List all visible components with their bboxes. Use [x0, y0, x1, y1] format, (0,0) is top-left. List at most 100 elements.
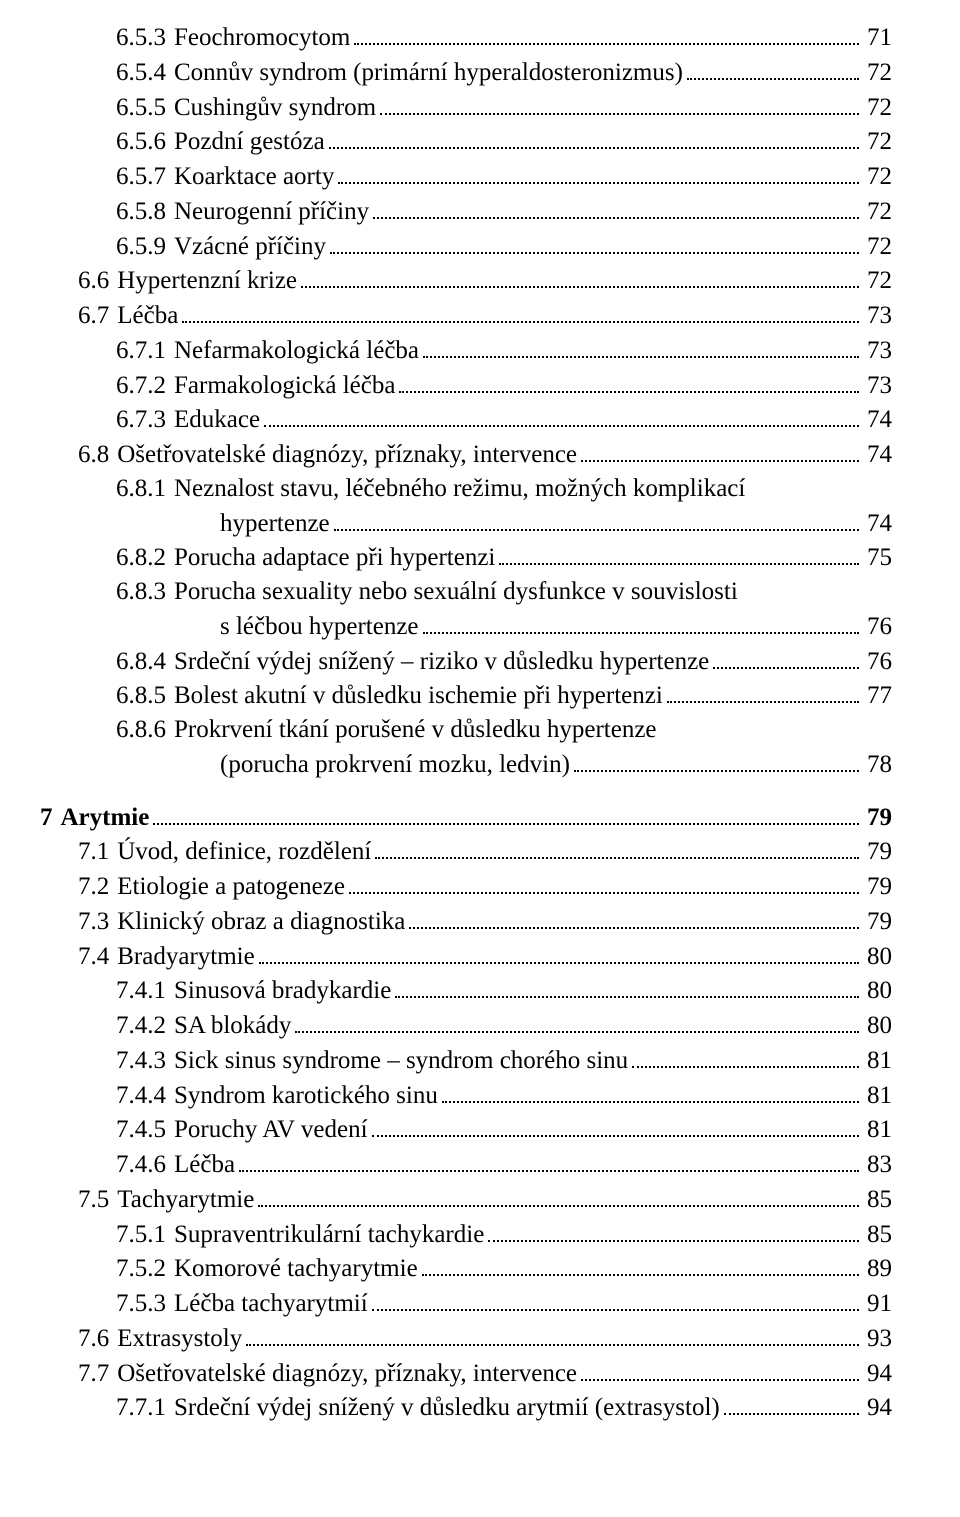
toc-entry: 6.7.3Edukace74	[116, 402, 892, 437]
toc-entry-page: 74	[863, 403, 892, 437]
toc-leader-dots	[399, 368, 859, 393]
toc-leader-dots	[395, 973, 859, 998]
toc-entry-number: 7.3	[78, 905, 117, 939]
toc-leader-dots	[246, 1321, 859, 1346]
toc-entry-page: 79	[863, 801, 892, 835]
toc-entry: 7.4.5Poruchy AV vedení81	[116, 1112, 892, 1147]
toc-entry-title: Feochromocytom	[174, 21, 350, 55]
toc-entry-number: 7	[40, 801, 61, 835]
toc-entry-title: Edukace	[174, 403, 260, 437]
toc-leader-dots	[182, 298, 859, 323]
toc-leader-dots	[354, 20, 859, 45]
toc-entry-number: 6.7.1	[116, 334, 174, 368]
toc-entry-number: 6.5.8	[116, 195, 174, 229]
toc-entry-number: 7.5.2	[116, 1252, 174, 1286]
toc-entry: 6.7Léčba 73	[78, 298, 892, 333]
toc-entry-title: Extrasystoly	[117, 1322, 242, 1356]
toc-entry: 6.8Ošetřovatelské diagnózy, příznaky, in…	[78, 437, 892, 472]
toc-entry-title: Neznalost stavu, léčebného režimu, možný…	[174, 472, 745, 506]
toc-entry-page: 77	[863, 679, 892, 713]
toc-leader-dots	[442, 1078, 859, 1103]
toc-leader-dots	[258, 1182, 859, 1207]
toc-entry-number: 6.6	[78, 264, 117, 298]
toc-entry-continuation: hypertenze 74	[220, 506, 892, 541]
toc-entry: 6.7.1Nefarmakologická léčba 73	[116, 333, 892, 368]
toc-entry-page: 73	[863, 334, 892, 368]
toc-leader-dots	[409, 904, 859, 929]
toc-entry-number: 6.8.6	[116, 713, 174, 747]
toc-leader-dots	[422, 1251, 859, 1276]
toc-entry-title: Sinusová bradykardie	[174, 974, 391, 1008]
toc-entry-title-cont: hypertenze	[220, 507, 330, 541]
toc-entry-number: 7.4.4	[116, 1079, 174, 1113]
toc-entry-title: Nefarmakologická léčba	[174, 334, 419, 368]
toc-entry-title: Cushingův syndrom	[174, 91, 376, 125]
toc-entry-title: Porucha sexuality nebo sexuální dysfunkc…	[174, 575, 738, 609]
toc-entry-number: 7.4	[78, 940, 117, 974]
toc-leader-dots	[667, 678, 859, 703]
toc-entry-number: 6.8.5	[116, 679, 174, 713]
toc-entry-title: Bradyarytmie	[117, 940, 254, 974]
toc-entry-number: 7.4.2	[116, 1009, 174, 1043]
toc-leader-dots	[423, 333, 859, 358]
toc-entry-page: 73	[863, 299, 892, 333]
toc-entry: 6.5.6Pozdní gestóza72	[116, 124, 892, 159]
toc-entry-number: 7.7	[78, 1357, 117, 1391]
toc-entry-page: 81	[863, 1079, 892, 1113]
toc-entry-page: 93	[863, 1322, 892, 1356]
toc-entry: 7.5Tachyarytmie85	[78, 1182, 892, 1217]
toc-entry-title: Komorové tachyarytmie	[174, 1252, 418, 1286]
toc-entry-page: 94	[863, 1391, 892, 1425]
toc-entry-page: 91	[863, 1287, 892, 1321]
toc-leader-dots	[499, 540, 859, 565]
toc-entry: 6.5.8Neurogenní příčiny72	[116, 194, 892, 229]
toc-entry-page: 83	[863, 1148, 892, 1182]
toc-entry-number: 6.5.3	[116, 21, 174, 55]
toc-entry-continuation: s léčbou hypertenze76	[220, 609, 892, 644]
toc-entry: 7.7Ošetřovatelské diagnózy, příznaky, in…	[78, 1356, 892, 1391]
toc-entry: 7.3Klinický obraz a diagnostika79	[78, 904, 892, 939]
toc-entry-page: 72	[863, 230, 892, 264]
toc-entry-number: 6.8.4	[116, 645, 174, 679]
toc-entry-number: 7.4.1	[116, 974, 174, 1008]
toc-entry-page: 81	[863, 1113, 892, 1147]
toc-entry-number: 7.4.3	[116, 1044, 174, 1078]
toc-leader-dots	[380, 90, 859, 115]
toc-leader-dots	[373, 194, 859, 219]
toc-entry-title: Syndrom karotického sinu	[174, 1079, 438, 1113]
toc-entry-number: 7.1	[78, 835, 117, 869]
toc-entry: 6.5.7Koarktace aorty72	[116, 159, 892, 194]
toc-entry-page: 81	[863, 1044, 892, 1078]
toc-leader-dots	[372, 1286, 859, 1311]
toc-entry-number: 6.5.6	[116, 125, 174, 159]
toc-entry-title: Vzácné příčiny	[174, 230, 326, 264]
toc-entry-number: 6.8.2	[116, 541, 174, 575]
toc-leader-dots	[338, 159, 859, 184]
toc-entry-title: Úvod, definice, rozdělení	[117, 835, 371, 869]
toc-entry-title: SA blokády	[174, 1009, 291, 1043]
toc-entry-title-cont: (porucha prokrvení mozku, ledvin)	[220, 748, 570, 782]
toc-leader-dots	[687, 55, 859, 80]
toc-entry-number: 7.4.6	[116, 1148, 174, 1182]
toc-entry-number: 6.5.5	[116, 91, 174, 125]
toc-leader-dots	[375, 834, 859, 859]
toc-entry-title: Tachyarytmie	[117, 1183, 254, 1217]
toc-entry-title: Srdeční výdej snížený v důsledku arytmií…	[174, 1391, 720, 1425]
toc-entry-title: Connův syndrom (primární hyperaldosteron…	[174, 56, 683, 90]
toc-leader-dots	[713, 644, 859, 669]
toc-entry-title: Koarktace aorty	[174, 160, 334, 194]
toc-entry-title: Sick sinus syndrome – syndrom chorého si…	[174, 1044, 628, 1078]
toc-leader-dots	[349, 869, 859, 894]
toc-entry-number: 6.7	[78, 299, 117, 333]
toc-entry: 6.8.2Porucha adaptace při hypertenzi75	[116, 540, 892, 575]
toc-entry: 7.5.3Léčba tachyarytmií91	[116, 1286, 892, 1321]
toc-entry: 7.4.4Syndrom karotického sinu 81	[116, 1078, 892, 1113]
toc-entry: 7.4.6Léčba83	[116, 1147, 892, 1182]
toc-entry: 7.4.1Sinusová bradykardie80	[116, 973, 892, 1008]
toc-entry-title: Léčba	[117, 299, 178, 333]
toc-entry: 6.5.9Vzácné příčiny72	[116, 229, 892, 264]
toc-entry-page: 74	[863, 507, 892, 541]
toc-leader-dots	[581, 1356, 859, 1381]
toc-entry-page: 78	[863, 748, 892, 782]
toc-entry: 7.4Bradyarytmie80	[78, 939, 892, 974]
